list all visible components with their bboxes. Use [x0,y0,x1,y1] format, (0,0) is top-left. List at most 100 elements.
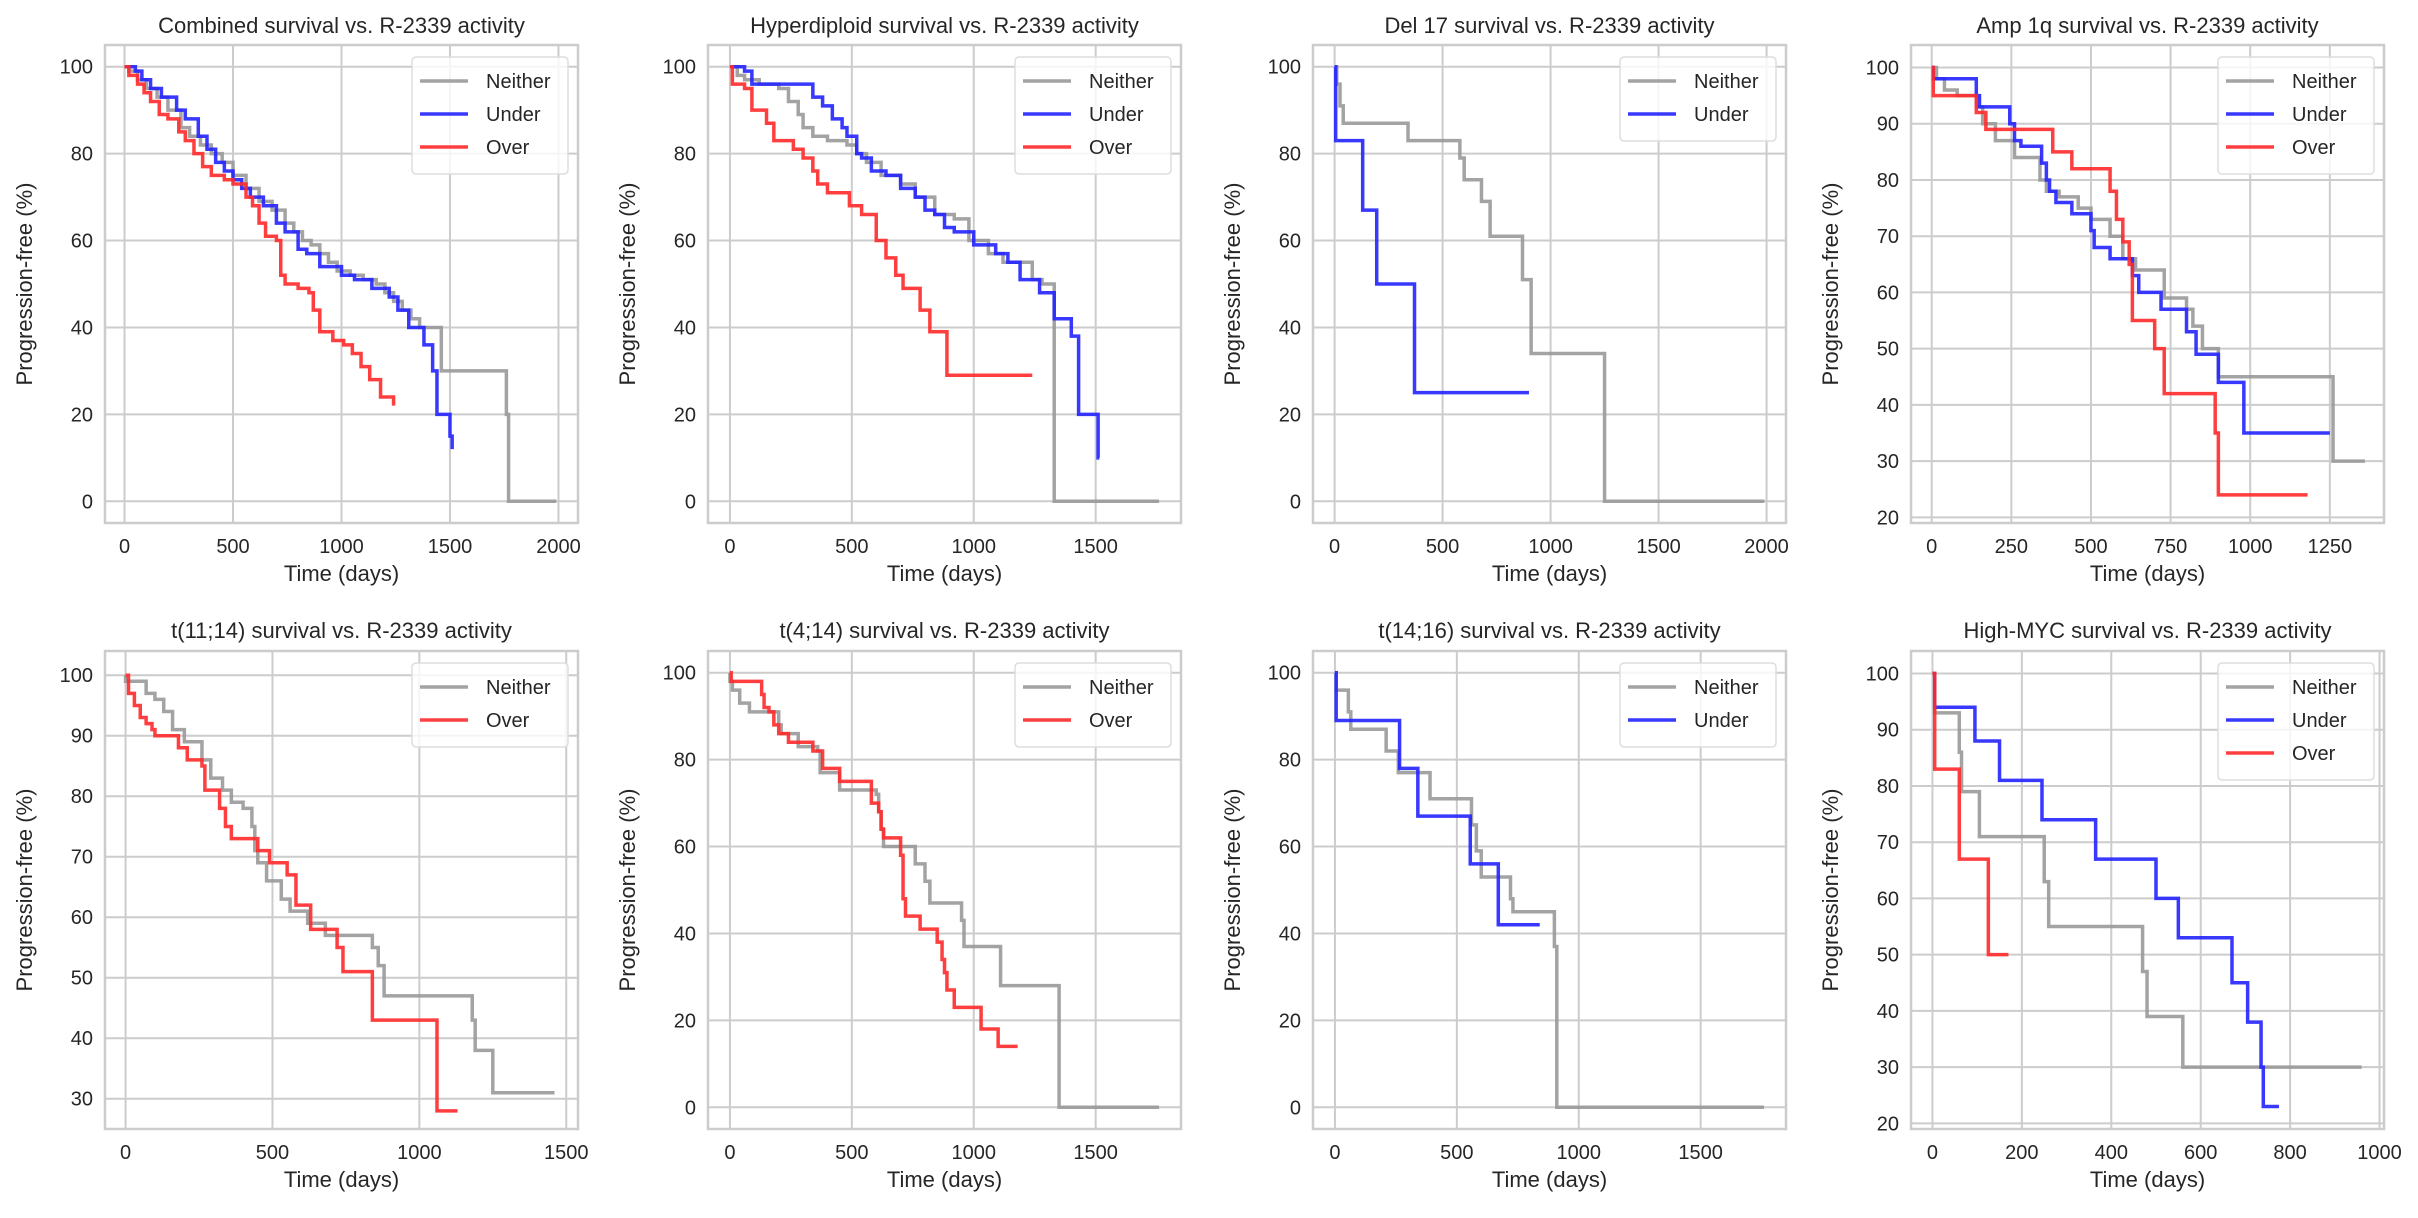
x-axis-label: Time (days) [284,561,399,586]
x-tick-label: 1000 [1557,1142,1602,1164]
x-tick-label: 750 [2154,536,2187,558]
series-line-under [1931,65,2330,435]
legend-label: Over [2292,743,2336,765]
series-line-over [729,64,1033,378]
y-tick-label: 80 [1877,170,1899,192]
y-tick-label: 70 [1877,226,1899,248]
x-tick-label: 600 [2184,1142,2217,1164]
chart-svg: t(14;16) survival vs. R-2339 activity 0 50… [1220,618,1788,1192]
x-tick-label: 1000 [319,536,364,558]
x-tick-label: 200 [2005,1142,2038,1164]
legend-label: Neither [486,677,551,699]
y-axis-label: Progression-free (%) [12,789,37,992]
series-line-neither [1932,671,2362,1069]
x-tick-label: 1000 [952,1142,997,1164]
legend-label: Neither [1694,71,1759,93]
y-tick-label: 80 [674,750,696,772]
series-line-over [125,673,458,1113]
series-line-neither [728,672,1160,1110]
y-tick-label: 0 [1290,1097,1301,1119]
legend-box [1619,56,1777,142]
x-axis-label: Time (days) [284,1167,399,1192]
legend-box [1014,56,1172,175]
y-tick-label: 20 [674,404,696,426]
x-tick-label: 0 [120,1142,131,1164]
y-tick-label: 70 [71,847,93,869]
series-line-under [1333,64,1529,395]
y-tick-label: 60 [1877,888,1899,910]
y-tick-label: 100 [60,57,93,79]
x-tick-label: 400 [2095,1142,2128,1164]
x-tick-label: 500 [1440,1142,1473,1164]
x-tick-label: 0 [724,1142,735,1164]
x-tick-label: 0 [1329,536,1340,558]
axes-frame [706,649,1183,1131]
y-axis-label: Progression-free (%) [12,183,37,386]
chart-svg: High-MYC survival vs. R-2339 activity 0 20… [1818,618,2402,1192]
y-tick-label: 100 [1866,57,1899,79]
y-axis-label: Progression-free (%) [1818,789,1843,992]
x-axis-label: Time (days) [887,561,1002,586]
y-tick-label: 20 [71,404,93,426]
x-tick-label: 800 [2273,1142,2306,1164]
legend-box [411,662,569,748]
series-line-over [729,670,1018,1049]
x-tick-label: 500 [835,1142,868,1164]
legend: Neither Under Over [2217,56,2375,175]
chart-svg: Hyperdiploid survival vs. R-2339 activit… [615,13,1183,586]
legend-label: Neither [2292,71,2357,93]
y-tick-label: 30 [1877,451,1899,473]
series-line-neither [1334,64,1765,504]
y-tick-label: 90 [71,726,93,748]
y-axis-label: Progression-free (%) [1818,183,1843,386]
x-tick-label: 1500 [1073,536,1118,558]
x-tick-label: 1500 [1678,1142,1723,1164]
legend-label: Under [2292,104,2347,126]
y-axis-label: Progression-free (%) [615,789,640,992]
y-axis-label: Progression-free (%) [615,183,640,386]
y-tick-label: 90 [1877,720,1899,742]
x-axis-label: Time (days) [1492,561,1607,586]
y-tick-label: 80 [71,144,93,166]
legend-label: Neither [1694,677,1759,699]
legend: Neither Over [1014,662,1172,748]
y-tick-label: 100 [1866,663,1899,685]
chart-panel: Hyperdiploid survival vs. R-2339 activit… [603,0,1208,609]
y-tick-label: 80 [1279,750,1301,772]
chart-title: Combined survival vs. R-2339 activity [158,13,525,38]
legend-label: Neither [1089,71,1154,93]
legend: Neither Under [1619,662,1777,748]
x-tick-label: 0 [724,536,735,558]
chart-svg: Amp 1q survival vs. R-2339 activity 0 250 5… [1818,13,2386,586]
y-tick-label: 0 [685,491,696,513]
series-line-over [1932,671,2009,957]
y-tick-label: 80 [674,144,696,166]
series-line-neither [123,675,555,1095]
chart-svg: Combined survival vs. R-2339 activity 0 50… [12,13,581,586]
legend: Neither Under Over [2217,662,2375,781]
axes-frame [1311,43,1788,525]
y-tick-label: 80 [71,786,93,808]
axes-frame [1909,43,2386,525]
y-tick-label: 60 [1279,231,1301,253]
legend-box [2217,662,2375,781]
y-tick-label: 30 [1877,1057,1899,1079]
x-axis-label: Time (days) [1492,1167,1607,1192]
legend-label: Over [1089,137,1133,159]
legend-label: Under [2292,710,2347,732]
legend-label: Over [486,710,530,732]
legend-box [411,56,569,175]
x-tick-label: 1000 [952,536,997,558]
y-tick-label: 100 [1268,57,1301,79]
x-tick-label: 0 [119,536,130,558]
chart-panel: Del 17 survival vs. R-2339 activity 0 500 1… [1208,0,1813,609]
x-tick-label: 1250 [2308,536,2353,558]
x-tick-label: 500 [1426,536,1459,558]
axes-frame [103,43,580,525]
x-tick-label: 0 [1926,536,1937,558]
y-tick-label: 20 [674,1010,696,1032]
x-tick-label: 0 [1329,1142,1340,1164]
chart-title: t(11;14) survival vs. R-2339 activity [171,618,512,643]
series-line-under [124,64,454,450]
x-tick-label: 2000 [536,536,581,558]
